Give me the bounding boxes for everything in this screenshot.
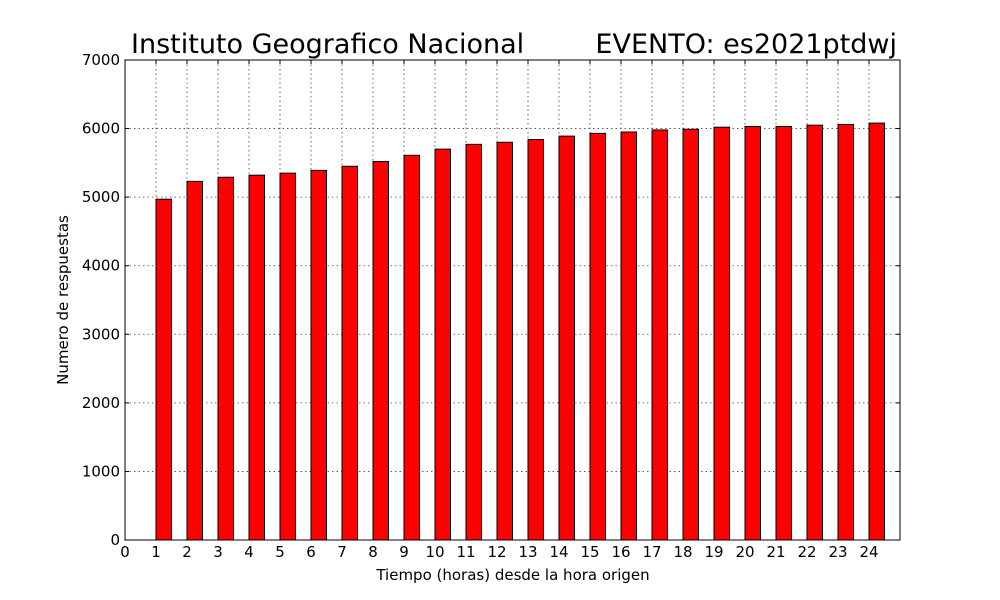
bar	[558, 135, 575, 541]
x-tick-label: 17	[642, 543, 661, 561]
bar	[620, 131, 637, 541]
y-tick-label: 2000	[82, 394, 120, 412]
x-tick-label: 24	[859, 543, 878, 561]
bar	[589, 132, 606, 541]
x-tick-label: 10	[425, 543, 444, 561]
bar	[372, 160, 389, 541]
x-tick-label: 7	[337, 543, 347, 561]
x-tick-label: 14	[549, 543, 568, 561]
bar	[310, 169, 327, 541]
bar	[248, 174, 265, 541]
chart-title-right: EVENTO: es2021ptdwj	[595, 29, 897, 60]
x-tick-label: 3	[213, 543, 223, 561]
y-tick-label: 0	[110, 531, 120, 549]
bar	[403, 154, 420, 541]
y-tick-label: 4000	[82, 257, 120, 275]
bar	[744, 126, 761, 541]
bar	[682, 128, 699, 541]
axis-ticks: 0 1 2 3 4 5 6 7 8 9 10 11 12 13 14 15 16 17 18 19 20 21 22 23 24…	[82, 51, 900, 561]
bar	[868, 122, 885, 541]
bar	[186, 180, 203, 541]
y-tick-label: 1000	[82, 462, 120, 480]
bar	[434, 148, 451, 541]
bars	[155, 122, 885, 541]
bar	[837, 123, 854, 541]
bar	[713, 126, 730, 541]
x-tick-label: 4	[244, 543, 254, 561]
bar	[496, 141, 513, 541]
x-tick-label: 23	[828, 543, 847, 561]
y-tick-label: 6000	[82, 120, 120, 138]
chart-title-left: Instituto Geografico Nacional	[131, 29, 524, 60]
bar	[527, 139, 544, 541]
x-tick-label: 0	[120, 543, 130, 561]
x-tick-label: 12	[487, 543, 506, 561]
x-tick-label: 6	[306, 543, 316, 561]
x-tick-label: 16	[611, 543, 630, 561]
x-tick-label: 9	[399, 543, 409, 561]
plot-frame	[124, 59, 901, 541]
x-tick-label: 18	[673, 543, 692, 561]
bar	[341, 165, 358, 541]
x-tick-label: 15	[580, 543, 599, 561]
bar	[806, 124, 823, 541]
x-tick-label: 11	[456, 543, 475, 561]
bar	[775, 126, 792, 541]
x-tick-label: 2	[182, 543, 192, 561]
bar	[279, 172, 296, 541]
y-tick-label: 3000	[82, 325, 120, 343]
x-tick-label: 1	[151, 543, 161, 561]
x-tick-label: 19	[704, 543, 723, 561]
x-axis-label: Tiempo (horas) desde la hora origen	[375, 566, 649, 584]
x-tick-label: 8	[368, 543, 378, 561]
x-tick-label: 5	[275, 543, 285, 561]
x-tick-label: 21	[766, 543, 785, 561]
y-axis-label: Numero de respuestas	[54, 215, 72, 385]
y-tick-label: 7000	[82, 51, 120, 69]
bar	[651, 129, 668, 541]
x-tick-label: 22	[797, 543, 816, 561]
bar	[217, 176, 234, 541]
bar	[465, 143, 482, 541]
y-tick-label: 5000	[82, 188, 120, 206]
x-tick-label: 20	[735, 543, 754, 561]
bar	[155, 198, 172, 541]
x-tick-label: 13	[518, 543, 537, 561]
